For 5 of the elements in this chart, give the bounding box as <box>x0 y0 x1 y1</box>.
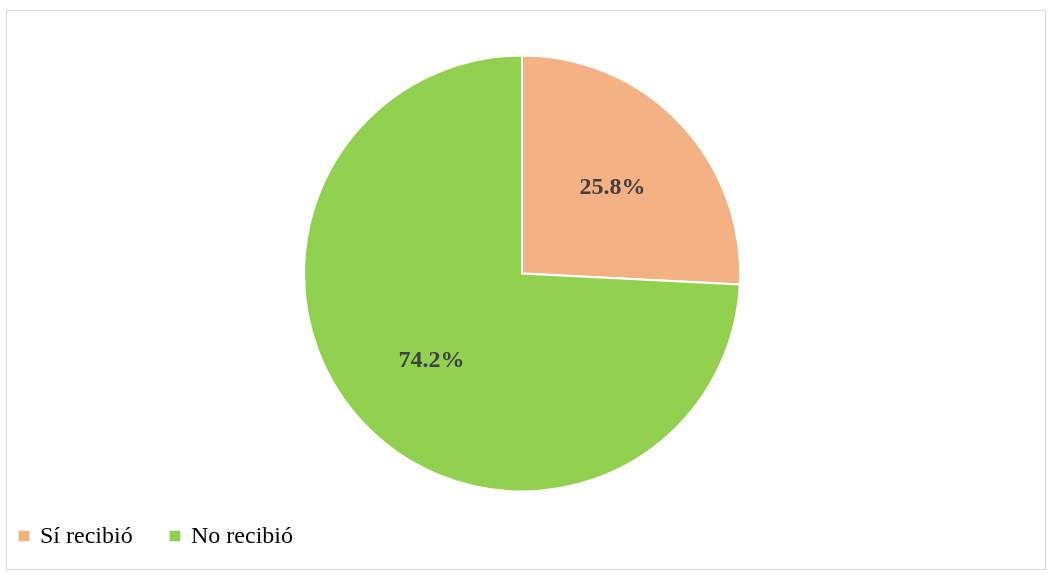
legend-label: No recibió <box>191 522 293 548</box>
data-label: 74.2% <box>398 345 465 372</box>
data-label: 25.8% <box>579 173 646 200</box>
legend-label: Sí recibió <box>40 522 133 548</box>
pie-slice <box>303 54 741 493</box>
